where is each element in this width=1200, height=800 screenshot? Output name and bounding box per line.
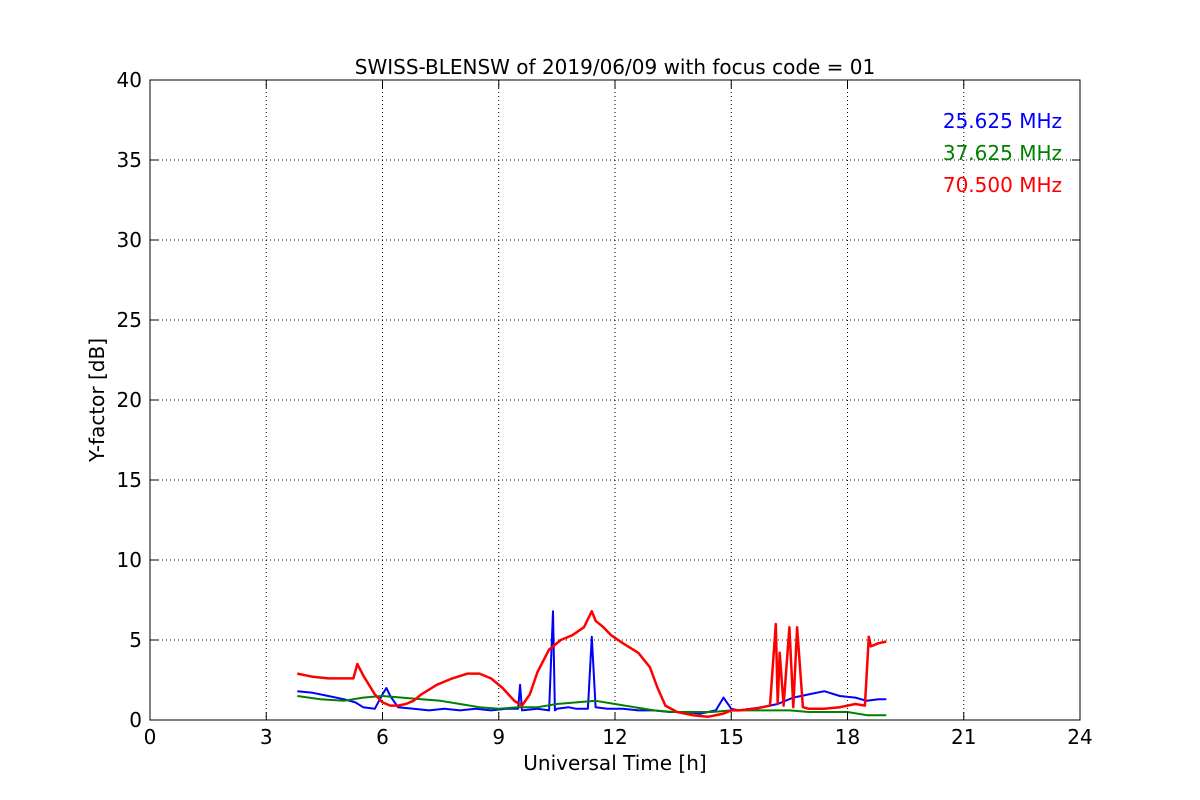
grid bbox=[150, 80, 1080, 720]
y-tick-label: 35 bbox=[117, 148, 142, 172]
x-tick-label: 18 bbox=[835, 725, 860, 749]
ticks: 0 3 6 9 12 15 18 21 24 0 5 10 15 20 25 30 35 40 bbox=[117, 68, 1093, 749]
y-tick-label: 15 bbox=[117, 468, 142, 492]
x-tick-label: 15 bbox=[719, 725, 744, 749]
x-tick-label: 12 bbox=[602, 725, 627, 749]
x-tick-label: 0 bbox=[144, 725, 157, 749]
series-line-3 bbox=[297, 609, 887, 719]
x-axis-label: Universal Time [h] bbox=[523, 751, 706, 775]
x-tick-label: 24 bbox=[1067, 725, 1092, 749]
series-group bbox=[297, 609, 887, 719]
x-tick-label: 9 bbox=[492, 725, 505, 749]
legend: 25.625 MHz 37.625 MHz 70.500 MHz bbox=[943, 109, 1062, 197]
legend-entry: 70.500 MHz bbox=[943, 173, 1062, 197]
y-tick-label: 40 bbox=[117, 68, 142, 92]
y-axis-label: Y-factor [dB] bbox=[85, 338, 109, 463]
legend-entry: 25.625 MHz bbox=[943, 109, 1062, 133]
y-tick-label: 0 bbox=[129, 708, 142, 732]
chart-title: SWISS-BLENSW of 2019/06/09 with focus co… bbox=[355, 55, 876, 79]
y-tick-label: 10 bbox=[117, 548, 142, 572]
y-tick-label: 30 bbox=[117, 228, 142, 252]
x-tick-label: 3 bbox=[260, 725, 273, 749]
legend-entry: 37.625 MHz bbox=[943, 141, 1062, 165]
y-tick-label: 5 bbox=[129, 628, 142, 652]
y-tick-label: 20 bbox=[117, 388, 142, 412]
y-tick-label: 25 bbox=[117, 308, 142, 332]
x-tick-label: 21 bbox=[951, 725, 976, 749]
x-tick-label: 6 bbox=[376, 725, 389, 749]
series-line-2 bbox=[297, 695, 887, 717]
